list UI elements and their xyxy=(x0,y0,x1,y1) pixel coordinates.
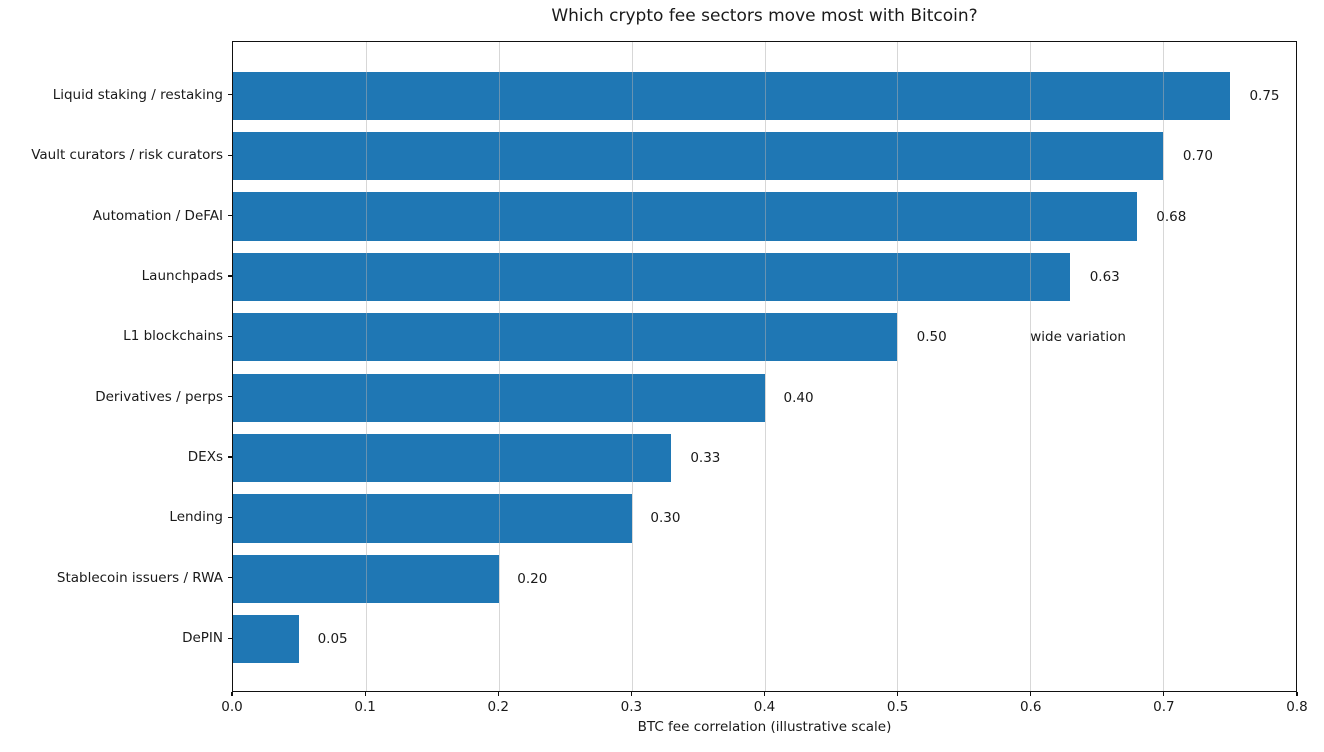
bar-l1-blockchains xyxy=(233,313,898,362)
y-axis-label: Liquid staking / restaking xyxy=(52,86,223,103)
x-tick-label: 0.5 xyxy=(886,699,909,715)
bar-value-label: 0.30 xyxy=(650,510,681,527)
y-axis-label: Vault curators / risk curators xyxy=(31,147,223,164)
x-tick-label: 0.6 xyxy=(1020,699,1042,715)
x-tick-mark xyxy=(364,692,366,696)
y-axis-label: Derivatives / perps xyxy=(95,388,223,405)
x-axis-label: BTC fee correlation (illustrative scale) xyxy=(637,719,892,735)
x-tick-mark xyxy=(897,692,899,696)
y-tick-mark xyxy=(228,456,232,458)
y-tick-mark xyxy=(228,516,232,519)
bar-lending xyxy=(233,494,632,543)
bar-value-label: 0.50 xyxy=(916,329,947,346)
x-tick-mark xyxy=(630,692,632,696)
x-tick-label: 0.3 xyxy=(620,699,643,715)
plot-area: 0.75 0.70 0.68 0.63 0.50 wide variation 0.40 0.… xyxy=(232,41,1297,692)
bar-value-label: 0.70 xyxy=(1182,148,1213,165)
x-tick-mark xyxy=(231,692,233,696)
gridline-0.1 xyxy=(365,42,367,691)
gridline-0.7 xyxy=(1163,42,1165,691)
chart-title: Which crypto fee sectors move most with … xyxy=(551,6,978,26)
x-tick-label: 0.4 xyxy=(753,699,776,715)
gridline-0.4 xyxy=(764,42,766,691)
x-tick-mark xyxy=(1163,692,1165,696)
y-tick-mark xyxy=(228,94,232,96)
x-tick-label: 0.2 xyxy=(487,699,509,715)
bar-value-label: 0.33 xyxy=(690,450,721,467)
x-tick-mark xyxy=(1030,692,1032,696)
bar-value-label: 0.20 xyxy=(517,570,548,587)
y-tick-mark xyxy=(228,396,232,398)
y-axis-label: Launchpads xyxy=(141,267,223,284)
y-axis-label: Stablecoin issuers / RWA xyxy=(56,569,223,586)
bar-value-label: 0.68 xyxy=(1156,208,1187,225)
x-tick-mark xyxy=(497,692,499,696)
bar-vault-curators-risk-curators xyxy=(233,131,1164,181)
x-tick-mark xyxy=(763,692,766,696)
x-tick-label: 0.1 xyxy=(354,699,376,715)
gridline-0.2 xyxy=(498,42,500,691)
y-axis-label: DePIN xyxy=(182,630,223,647)
y-tick-mark xyxy=(228,637,232,639)
bar-automation-defai xyxy=(233,192,1137,241)
y-axis-label: Lending xyxy=(169,509,223,526)
x-tick-label: 0.7 xyxy=(1153,699,1175,715)
y-tick-mark xyxy=(228,335,232,337)
bar-value-label: 0.63 xyxy=(1089,268,1120,285)
bar-value-label: 0.75 xyxy=(1249,87,1280,104)
bar-launchpads xyxy=(233,252,1071,302)
gridline-0.3 xyxy=(631,42,633,691)
x-tick-label: 0.0 xyxy=(221,699,243,715)
bar-liquid-staking-restaking xyxy=(233,71,1230,120)
bar-dexs xyxy=(233,433,672,483)
y-tick-mark xyxy=(228,154,232,156)
y-tick-mark xyxy=(228,577,232,579)
annotation-text: wide variation xyxy=(1030,329,1126,346)
y-axis-label: DEXs xyxy=(187,449,223,466)
y-axis-label: L1 blockchains xyxy=(123,328,223,345)
x-tick-label: 0.8 xyxy=(1286,699,1308,715)
bar-value-label: 0.40 xyxy=(783,389,814,406)
bar-value-label: 0.05 xyxy=(317,631,348,648)
y-tick-mark xyxy=(228,275,232,277)
bar-depin xyxy=(233,615,300,664)
gridline-0.6 xyxy=(1030,42,1032,691)
gridline-0.5 xyxy=(897,42,899,691)
y-axis-label: Automation / DeFAI xyxy=(92,207,223,224)
y-tick-mark xyxy=(228,214,232,217)
x-tick-mark xyxy=(1296,692,1298,696)
